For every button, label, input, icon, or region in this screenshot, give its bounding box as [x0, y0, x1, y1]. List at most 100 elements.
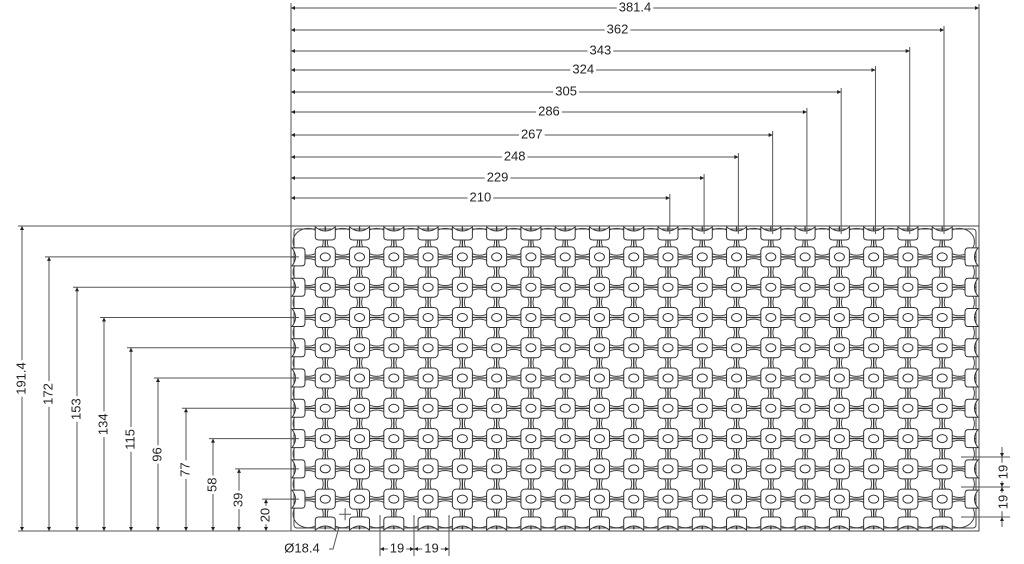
- dimension-arrow: [47, 527, 51, 531]
- cell-hole: [875, 500, 907, 529]
- pad-hole: [902, 464, 914, 474]
- cell-hole: [498, 470, 530, 498]
- edge-pad-bottom: [794, 516, 816, 532]
- cell-hole: [326, 318, 359, 347]
- dimension-arrow: [380, 547, 384, 551]
- cell-hole: [566, 258, 598, 287]
- cell-hole: [601, 409, 633, 438]
- pad-hole: [936, 373, 948, 383]
- cell-hole: [361, 439, 393, 468]
- cell-hole: [395, 258, 427, 287]
- cell-hole: [772, 500, 804, 529]
- label-bg: [467, 189, 494, 205]
- pad-hole: [491, 403, 503, 413]
- label-bg: [484, 169, 511, 185]
- cell-hole: [395, 379, 427, 408]
- edge-pad-bottom: [760, 516, 782, 532]
- cell-hole: [292, 470, 324, 498]
- pad-hole: [902, 282, 914, 292]
- cell-hole: [875, 227, 907, 256]
- cell-hole: [669, 470, 701, 498]
- edge-pad-top: [897, 225, 919, 241]
- pad-hole: [525, 252, 537, 262]
- pad-hole: [354, 252, 366, 262]
- pad-hole: [525, 464, 537, 474]
- pad-hole: [696, 282, 708, 292]
- cell-hole: [943, 227, 975, 256]
- dimension-arrow: [75, 527, 79, 531]
- cell-hole: [395, 348, 427, 377]
- label-bg: [204, 475, 220, 495]
- pad-hole: [593, 494, 605, 504]
- edge-pad-right: [964, 277, 980, 297]
- pad-hole: [319, 343, 331, 353]
- cell-hole: [532, 318, 564, 347]
- cell-hole: [601, 227, 633, 256]
- dimension-arrow: [1000, 487, 1004, 491]
- dimension-label: 267: [521, 126, 543, 141]
- pad-hole: [902, 343, 914, 353]
- pad-hole: [662, 464, 674, 474]
- cell-hole: [566, 379, 598, 408]
- label-bg: [587, 42, 614, 58]
- edge-pad-top: [314, 225, 336, 241]
- cell-hole: [361, 379, 393, 408]
- edge-pad-top: [657, 225, 679, 241]
- pad-hole: [833, 464, 845, 474]
- label-bg: [518, 126, 545, 142]
- label-bg: [422, 540, 441, 556]
- cell-hole: [772, 348, 804, 377]
- pad-hole: [731, 252, 743, 262]
- cell-hole: [635, 258, 667, 287]
- dimension-label: 248: [504, 148, 526, 163]
- point-mark: [448, 515, 450, 517]
- dimension-arrow: [905, 49, 910, 53]
- cell-hole: [703, 470, 736, 498]
- cell-hole: [361, 470, 393, 498]
- pad-hole: [456, 494, 468, 504]
- pad-hole: [628, 434, 640, 444]
- cell-hole: [635, 500, 667, 529]
- pad-hole: [354, 494, 366, 504]
- cell-hole: [326, 288, 359, 317]
- cell-hole: [429, 258, 461, 287]
- label-bg: [13, 360, 29, 397]
- edge-pad-bottom: [657, 516, 679, 532]
- cell-hole: [943, 470, 975, 498]
- edge-pad-right: [964, 307, 980, 327]
- cell-hole: [840, 379, 873, 408]
- pad-hole: [868, 312, 880, 322]
- cell-hole: [463, 439, 496, 468]
- cell-hole: [772, 318, 804, 347]
- cell-hole: [395, 439, 427, 468]
- pad-hole: [456, 373, 468, 383]
- cell-hole: [943, 288, 975, 317]
- dimension-label: 134: [95, 413, 110, 435]
- point-mark: [379, 515, 381, 517]
- pad-hole: [765, 434, 777, 444]
- cell-hole: [395, 500, 427, 529]
- cell-hole: [669, 258, 701, 287]
- edge-pad-bottom: [623, 516, 645, 532]
- label-bg: [553, 83, 579, 99]
- dimension-label: 191.4: [13, 362, 28, 395]
- edge-pad-bottom: [417, 516, 439, 532]
- cell-hole: [498, 348, 530, 377]
- cell-hole: [429, 439, 461, 468]
- pad-hole: [833, 494, 845, 504]
- dimension-arrow: [837, 90, 842, 94]
- cell-hole: [292, 258, 324, 287]
- edge-pad-bottom: [520, 516, 542, 532]
- pad-hole: [696, 252, 708, 262]
- dimension-arrow: [291, 110, 295, 114]
- edge-pad-bottom: [828, 516, 850, 532]
- pad-hole: [833, 312, 845, 322]
- pad-hole: [902, 373, 914, 383]
- pad-hole: [388, 494, 400, 504]
- pad-hole: [868, 373, 880, 383]
- cell-hole: [943, 500, 975, 529]
- pad-hole: [696, 464, 708, 474]
- label-bg: [122, 427, 138, 452]
- pad-hole: [902, 434, 914, 444]
- dimension-arrow: [129, 347, 133, 352]
